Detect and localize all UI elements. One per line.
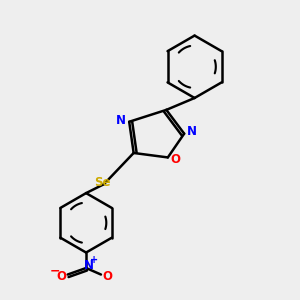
Text: N: N	[83, 259, 94, 272]
Text: O: O	[170, 153, 180, 166]
Text: O: O	[102, 269, 112, 283]
Text: N: N	[116, 114, 126, 127]
Text: N: N	[187, 125, 196, 138]
Text: Se: Se	[94, 176, 111, 189]
Text: −: −	[50, 265, 60, 278]
Text: O: O	[57, 269, 67, 283]
Text: +: +	[90, 255, 98, 265]
